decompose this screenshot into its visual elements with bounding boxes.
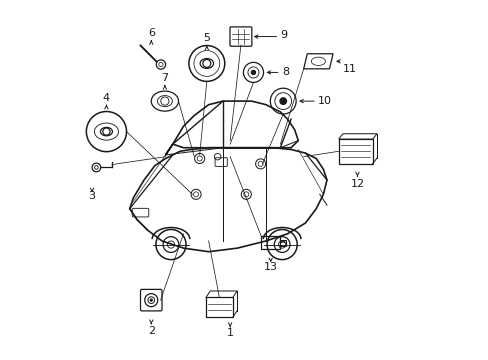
Bar <box>261 237 280 249</box>
Text: 10: 10 <box>317 96 331 106</box>
Text: 11: 11 <box>343 64 356 74</box>
Circle shape <box>280 98 286 104</box>
Text: 1: 1 <box>226 328 233 338</box>
Bar <box>205 297 232 317</box>
Text: 3: 3 <box>88 191 95 201</box>
Text: 5: 5 <box>203 33 210 43</box>
Circle shape <box>283 241 285 243</box>
Text: 9: 9 <box>280 30 287 40</box>
Text: 6: 6 <box>147 28 154 38</box>
Circle shape <box>150 299 152 301</box>
Text: 7: 7 <box>161 73 168 83</box>
Text: 12: 12 <box>350 179 364 189</box>
Bar <box>338 139 372 163</box>
Text: 8: 8 <box>282 67 289 77</box>
Text: 2: 2 <box>147 325 155 336</box>
Circle shape <box>251 71 255 75</box>
Bar <box>280 240 286 246</box>
Text: 13: 13 <box>263 262 277 272</box>
Circle shape <box>280 241 282 243</box>
Text: 4: 4 <box>102 93 110 103</box>
